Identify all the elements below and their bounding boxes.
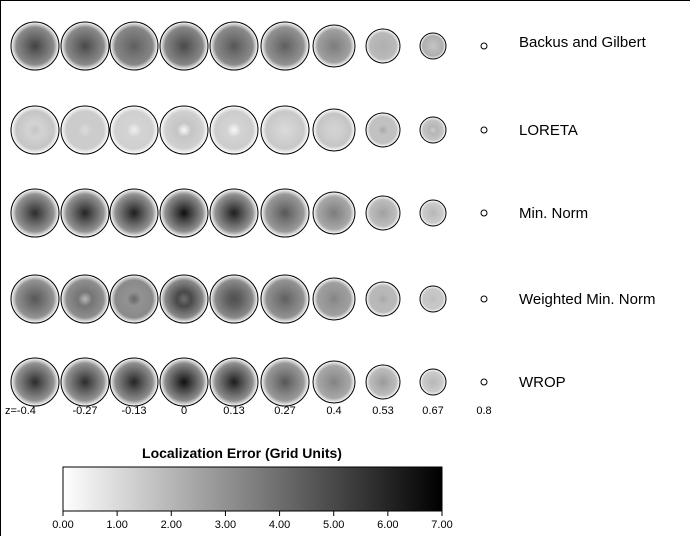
colorbar-gradient — [62, 466, 443, 512]
z-tick-label: 0.53 — [372, 405, 393, 417]
error-map-cell — [159, 274, 209, 324]
error-map-cell — [10, 357, 60, 407]
error-map-cell — [209, 357, 259, 407]
method-rows — [10, 21, 488, 407]
error-map-cell — [260, 188, 310, 238]
z-tick-label: -0.13 — [121, 405, 146, 417]
error-map-cell — [419, 32, 447, 60]
error-map-cell — [480, 209, 488, 217]
method-label: LORETA — [519, 122, 578, 139]
z-tick-label: 0.13 — [223, 405, 244, 417]
error-map-cell — [365, 195, 401, 231]
error-map-cell — [60, 105, 110, 155]
colorbar-tick-label: 7.00 — [431, 519, 452, 531]
error-map-cell — [209, 188, 259, 238]
error-map-cell — [10, 21, 60, 71]
error-map-cell — [312, 24, 356, 68]
colorbar-tick-label: 2.00 — [161, 519, 182, 531]
error-map-cell — [365, 28, 401, 64]
z-tick-label: 0.27 — [274, 405, 295, 417]
z-tick-label: 0.8 — [476, 405, 491, 417]
error-map-cell — [109, 274, 159, 324]
error-map-cell — [312, 191, 356, 235]
method-row — [10, 21, 488, 71]
error-map-cell — [312, 108, 356, 152]
error-map-cell — [159, 21, 209, 71]
colorbar-tick-label: 1.00 — [106, 519, 127, 531]
error-map-cell — [480, 295, 488, 303]
error-map-cell — [312, 360, 356, 404]
error-map-cell — [260, 274, 310, 324]
error-map-cell — [159, 357, 209, 407]
error-map-cell — [60, 357, 110, 407]
error-map-cell — [312, 277, 356, 321]
method-row — [10, 357, 488, 407]
method-row — [10, 105, 488, 155]
error-map-cell — [159, 188, 209, 238]
z-tick-label: 0.4 — [326, 405, 341, 417]
error-map-cell — [109, 105, 159, 155]
colorbar-title: Localization Error (Grid Units) — [142, 445, 342, 461]
error-map-cell — [109, 21, 159, 71]
z-tick-label: 0 — [181, 405, 187, 417]
error-map-cell — [365, 112, 401, 148]
error-map-cell — [10, 105, 60, 155]
z-tick-label: z=-0.4 — [5, 405, 36, 417]
z-tick-label: 0.67 — [422, 405, 443, 417]
colorbar-tick-label: 4.00 — [269, 519, 290, 531]
error-map-cell — [159, 105, 209, 155]
error-map-cell — [60, 188, 110, 238]
error-map-cell — [260, 357, 310, 407]
error-map-cell — [260, 105, 310, 155]
method-row — [10, 188, 488, 238]
error-map-cell — [480, 378, 488, 386]
error-map-cell — [419, 116, 447, 144]
method-label: Weighted Min. Norm — [519, 291, 655, 308]
error-map-cell — [109, 188, 159, 238]
error-map-cell — [480, 42, 488, 50]
colorbar-tick-label: 5.00 — [323, 519, 344, 531]
method-label: WROP — [519, 374, 566, 391]
error-map-cell — [60, 274, 110, 324]
error-map-cell — [419, 199, 447, 227]
colorbar-ticks: 0.00 1.00 2.00 3.00 4.00 5.00 6.00 7.00 — [52, 511, 453, 531]
error-map-cell — [10, 188, 60, 238]
method-labels: Backus and Gilbert LORETA Min. Norm Weighte… — [519, 34, 655, 391]
method-label: Min. Norm — [519, 205, 588, 222]
method-label: Backus and Gilbert — [519, 34, 647, 51]
error-map-cell — [60, 21, 110, 71]
error-map-cell — [365, 364, 401, 400]
error-map-cell — [10, 274, 60, 324]
error-map-cell — [365, 281, 401, 317]
z-tick-label: -0.27 — [72, 405, 97, 417]
colorbar: Localization Error (Grid Units) 0.00 1.00… — [52, 445, 452, 531]
error-map-cell — [480, 126, 488, 134]
z-labels: z=-0.4 -0.27 -0.13 0 0.13 0.27 0.4 0.53 0.67 0.8 — [5, 405, 492, 417]
colorbar-tick-label: 0.00 — [52, 519, 73, 531]
error-map-cell — [209, 274, 259, 324]
error-map-cell — [109, 357, 159, 407]
colorbar-tick-label: 3.00 — [215, 519, 236, 531]
error-map-cell — [209, 105, 259, 155]
colorbar-tick-label: 6.00 — [377, 519, 398, 531]
error-map-cell — [260, 21, 310, 71]
error-map-cell — [209, 21, 259, 71]
error-map-cell — [419, 285, 447, 313]
error-map-cell — [419, 368, 447, 396]
method-row — [10, 274, 488, 324]
